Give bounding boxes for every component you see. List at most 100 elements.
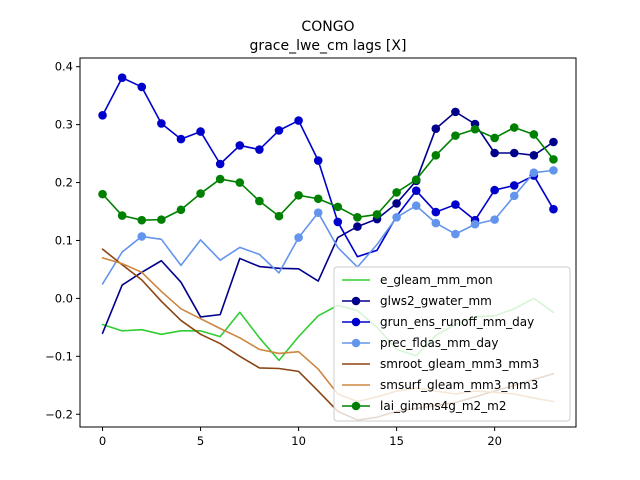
data-point — [353, 213, 362, 222]
data-point — [470, 219, 480, 229]
data-point — [98, 111, 107, 120]
data-point — [431, 124, 441, 133]
data-point — [176, 205, 186, 215]
y-tick-label: 0.1 — [55, 233, 73, 247]
data-point — [529, 151, 539, 160]
series-prec_fldas_mm_day — [101, 166, 558, 285]
data-point — [294, 116, 303, 125]
legend-marker — [351, 317, 361, 327]
data-point — [274, 126, 284, 135]
legend-label: smroot_gleam_mm3_mm3 — [380, 357, 539, 371]
data-point — [509, 148, 519, 158]
data-point — [353, 222, 362, 231]
data-point — [137, 215, 147, 225]
data-point — [509, 181, 519, 190]
data-point — [529, 168, 539, 177]
data-point — [451, 131, 460, 140]
data-point — [470, 124, 480, 134]
legend-label: lai_gimms4g_m2_m2 — [380, 399, 507, 413]
data-point — [215, 159, 225, 169]
data-point — [235, 141, 245, 150]
legend-label: glws2_gwater_mm — [380, 294, 492, 308]
data-point — [411, 201, 421, 211]
data-point — [451, 107, 460, 117]
data-point — [490, 185, 499, 195]
x-tick-label: 15 — [389, 434, 404, 448]
legend-item: lai_gimms4g_m2_m2 — [342, 399, 507, 413]
data-point — [196, 189, 205, 198]
legend-item: e_gleam_mm_mon — [342, 273, 493, 287]
series-layer — [98, 73, 558, 421]
data-point — [392, 199, 401, 208]
data-point — [235, 178, 245, 187]
data-point — [549, 204, 558, 214]
data-point — [431, 218, 441, 228]
chart-title: CONGO — [301, 19, 354, 35]
legend-label: prec_fldas_mm_day — [380, 336, 499, 350]
y-axis: −0.2 −0.1 0.0 0.1 0.2 0.3 0.4 — [45, 60, 80, 421]
legend-label: smsurf_gleam_mm3_mm3 — [380, 378, 538, 392]
x-tick-label: 0 — [99, 434, 106, 448]
legend: e_gleam_mm_mon glws2_gwater_mm grun_ens_ru… — [333, 266, 571, 422]
data-point — [431, 207, 441, 217]
data-point — [451, 229, 460, 239]
data-point — [137, 232, 147, 241]
series-lai_gimms4g_m2_m2 — [98, 123, 558, 225]
data-point — [549, 155, 558, 164]
data-point — [196, 127, 205, 136]
data-point — [431, 151, 441, 160]
data-point — [255, 196, 264, 206]
data-point — [313, 156, 323, 165]
x-axis: 0 5 10 15 20 — [99, 427, 502, 448]
data-point — [549, 166, 558, 175]
y-tick-label: 0.2 — [55, 176, 73, 190]
y-tick-label: −0.1 — [45, 349, 73, 363]
y-tick-label: 0.3 — [55, 118, 73, 132]
legend-label: grun_ens_runoff_mm_day — [380, 315, 534, 329]
legend-item: smroot_gleam_mm3_mm3 — [342, 357, 539, 371]
data-point — [451, 200, 460, 209]
data-point — [294, 233, 303, 242]
data-point — [509, 123, 519, 132]
plot-frame — [79, 57, 577, 428]
data-point — [392, 213, 401, 222]
data-point — [411, 186, 421, 195]
data-point — [333, 217, 343, 227]
data-point — [529, 130, 539, 139]
data-point — [294, 190, 303, 200]
data-point — [411, 175, 421, 184]
data-point — [313, 208, 323, 217]
y-tick-label: −0.2 — [45, 407, 73, 421]
legend-item: grun_ens_runoff_mm_day — [342, 315, 534, 329]
data-point — [157, 215, 166, 224]
data-point — [176, 134, 186, 144]
data-point — [509, 191, 519, 201]
data-point — [274, 211, 284, 221]
data-point — [392, 188, 401, 197]
y-tick-label: 0.4 — [55, 60, 73, 74]
data-point — [549, 137, 558, 147]
legend-marker — [351, 401, 361, 411]
data-point — [137, 82, 147, 92]
data-point — [313, 194, 323, 204]
legend-item: smsurf_gleam_mm3_mm3 — [342, 378, 538, 392]
series-grun_ens_runoff_mm_day — [98, 73, 558, 258]
data-point — [490, 148, 499, 158]
legend-item: glws2_gwater_mm — [342, 294, 492, 308]
data-point — [490, 133, 499, 143]
data-point — [255, 145, 264, 154]
data-point — [117, 73, 127, 82]
data-point — [372, 210, 382, 219]
data-point — [215, 174, 225, 184]
legend-item: prec_fldas_mm_day — [342, 336, 499, 350]
x-tick-label: 10 — [291, 434, 306, 448]
legend-marker — [351, 296, 361, 306]
legend-marker — [351, 338, 361, 348]
data-point — [98, 189, 107, 199]
data-point — [157, 119, 166, 128]
data-point — [333, 202, 343, 212]
x-tick-label: 20 — [487, 434, 502, 448]
legend-label: e_gleam_mm_mon — [380, 273, 493, 287]
chart-subtitle: grace_lwe_cm lags [X] — [250, 38, 407, 54]
